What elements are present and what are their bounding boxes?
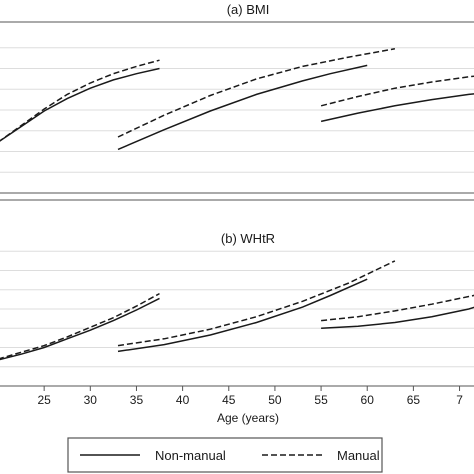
series-non-manual-segment-3 (320, 93, 474, 123)
x-tick-label: 45 (222, 393, 236, 407)
series-manual-segment-3 (321, 294, 474, 322)
x-tick-label: 35 (130, 393, 144, 407)
series-non-manual-segment-3 (321, 306, 474, 330)
x-tick-label: 7 (456, 393, 463, 407)
panel-title: (a) BMI (227, 2, 270, 17)
legend-label-non-manual: Non-manual (155, 448, 226, 463)
panel-whtr: (b) WHtR (0, 199, 474, 387)
series-non-manual-segment-2 (117, 278, 368, 353)
x-tick-label: 50 (268, 393, 282, 407)
series-manual-segment-2 (117, 260, 396, 347)
series-manual-segment-3 (320, 75, 474, 107)
x-tick-label: 65 (407, 393, 421, 407)
series-non-manual-segment-1 (0, 67, 160, 142)
x-tick-label: 60 (361, 393, 375, 407)
panels: (a) BMI (b) WHtR (0, 2, 474, 387)
series-non-manual-segment-2 (117, 64, 368, 151)
x-tick-label: 40 (176, 393, 190, 407)
x-tick-label: 25 (37, 393, 51, 407)
panel-title: (b) WHtR (221, 231, 275, 246)
x-axis-label: Age (years) (217, 411, 279, 425)
x-tick-label: 30 (84, 393, 98, 407)
series-manual-segment-1 (0, 292, 160, 360)
x-tick-label: 55 (314, 393, 328, 407)
legend: Non-manual Manual (67, 437, 383, 473)
panel-bmi: (a) BMI (0, 2, 474, 194)
series-manual-segment-2 (117, 48, 396, 138)
series-non-manual-segment-1 (0, 297, 160, 361)
series-manual-segment-1 (0, 59, 160, 142)
x-axis: 25 30 35 40 45 50 55 60 65 7 (37, 386, 463, 407)
legend-label-manual: Manual (337, 448, 380, 463)
